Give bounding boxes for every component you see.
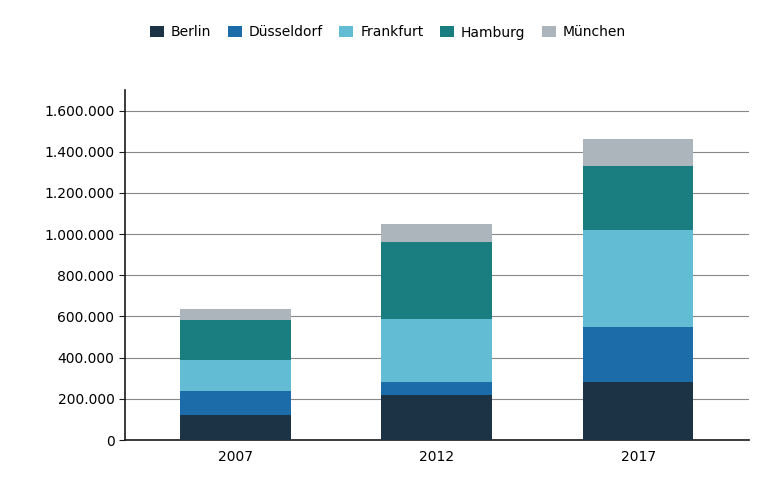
- Bar: [381, 382, 492, 394]
- Bar: [381, 242, 492, 318]
- Legend: Berlin, Düsseldorf, Frankfurt, Hamburg, München: Berlin, Düsseldorf, Frankfurt, Hamburg, …: [144, 20, 632, 45]
- Bar: [180, 320, 291, 360]
- Bar: [583, 230, 693, 327]
- Bar: [180, 390, 291, 415]
- Bar: [381, 394, 492, 440]
- Bar: [583, 140, 693, 166]
- Bar: [583, 382, 693, 440]
- Bar: [381, 224, 492, 242]
- Bar: [381, 318, 492, 382]
- Bar: [180, 310, 291, 320]
- Bar: [180, 360, 291, 390]
- Bar: [583, 327, 693, 382]
- Bar: [180, 416, 291, 440]
- Bar: [583, 166, 693, 230]
